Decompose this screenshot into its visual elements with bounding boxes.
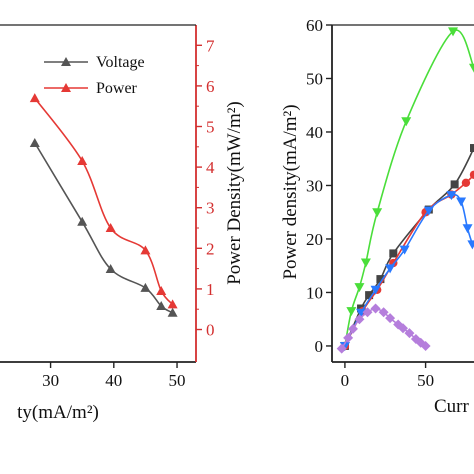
left-point-voltage [77,216,88,226]
right-point-series-0 [346,307,357,317]
legend: Voltage Power [44,54,145,97]
left-y-tick-label: 0 [206,321,215,340]
right-x-tick-label: 50 [417,371,434,390]
right-point-series-3 [446,191,457,201]
right-point-series-3 [456,197,467,207]
right-series-line-1 [344,147,474,347]
legend-marker [61,83,71,92]
right-point-series-4 [354,314,365,325]
left-x-tick-label: 30 [42,371,59,390]
right-point-series-3 [467,240,474,250]
right-point-series-4 [343,332,354,343]
right-x-tick-label: 0 [341,371,350,390]
right-point-series-4 [378,307,389,318]
right-point-series-0 [401,117,412,127]
left-point-power [29,93,40,103]
legend-label: Voltage [96,54,145,71]
right-y-tick-label: 60 [306,16,323,35]
right-point-series-0 [448,27,459,37]
right-series-line-3 [344,193,474,347]
left-chart: 30 40 50 0 1 2 3 4 5 6 7 ty(mA/m²) Power Density(… [0,24,245,423]
right-point-series-1 [365,291,374,300]
right-point-series-0 [360,258,371,268]
left-y-tick-label: 6 [206,77,215,96]
left-y-tick-label: 2 [206,239,215,258]
right-point-series-4 [404,328,415,339]
left-point-voltage [29,137,40,147]
right-point-series-1 [450,180,459,189]
right-plot-area [336,27,474,354]
left-y-tick-label: 5 [206,118,215,137]
right-point-series-4 [347,323,358,334]
right-y-tick-label: 0 [315,337,324,356]
right-point-series-1 [470,144,474,153]
left-y-tick-label: 3 [206,199,215,218]
legend-label: Power [96,80,138,97]
left-y-tick-label: 7 [206,36,215,55]
right-point-series-3 [462,224,473,234]
right-y-tick-label: 10 [306,283,323,302]
left-series-line-power [34,97,174,305]
right-y-tick-label: 20 [306,230,323,249]
left-y-tick-label: 4 [206,158,215,177]
right-y-axis-label: Power density(mA/m²) [280,104,301,279]
right-point-series-4 [385,313,396,324]
left-point-power [156,285,167,295]
left-point-voltage [167,307,178,317]
right-point-series-1 [376,275,385,284]
left-point-power [140,245,151,255]
right-x-axis-label: Curr [434,396,470,417]
legend-marker [61,57,71,66]
right-point-series-3 [356,308,367,318]
right-point-series-3 [399,245,410,255]
left-x-ticks: 30 40 50 [42,362,186,390]
right-series-line-0 [344,29,474,347]
left-point-voltage [156,301,167,311]
right-point-series-2 [461,178,471,188]
left-series-line-voltage [34,142,174,314]
left-point-voltage [140,282,151,292]
left-point-power [105,223,116,233]
left-x-tick-label: 50 [169,371,186,390]
left-plot-area [29,93,178,317]
right-y-tick-label: 50 [306,69,323,88]
right-point-series-4 [362,307,373,318]
right-y-ticks: 0 10 20 30 40 50 60 [306,16,332,356]
left-right-y-axis-label: Power Density(mW/m²) [224,101,245,285]
right-point-series-1 [389,249,398,258]
left-right-y-ticks: 0 1 2 3 4 5 6 7 [196,36,215,340]
right-point-series-0 [372,208,383,218]
right-point-series-4 [420,340,431,351]
left-point-voltage [105,263,116,273]
right-y-tick-label: 40 [306,123,323,142]
left-point-power [167,299,178,309]
left-y-tick-label: 1 [206,280,215,299]
right-point-series-3 [423,206,434,216]
left-x-axis-label: ty(mA/m²) [17,402,99,423]
right-x-ticks: 0 50 [341,362,434,390]
right-point-series-4 [398,323,408,334]
right-point-series-3 [385,264,396,274]
right-y-tick-label: 30 [306,176,323,195]
right-point-series-3 [370,285,381,295]
right-point-series-4 [336,343,347,354]
right-point-series-4 [370,303,381,314]
right-point-series-2 [469,170,474,179]
right-point-series-0 [354,283,365,293]
left-x-tick-label: 40 [105,371,122,390]
left-point-power [77,156,88,166]
right-point-series-3 [339,341,350,351]
right-point-series-0 [469,63,474,73]
right-chart: 0 50 0 10 20 30 40 50 60 Curr Power density(mA/… [280,16,474,417]
